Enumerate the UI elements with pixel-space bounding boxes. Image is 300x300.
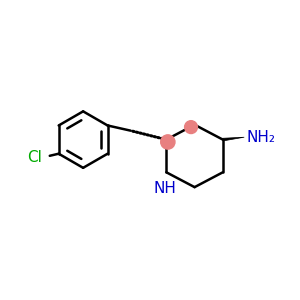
Circle shape [161, 135, 175, 149]
Circle shape [184, 121, 197, 134]
Text: NH: NH [153, 181, 176, 196]
Text: NH₂: NH₂ [247, 130, 276, 145]
Polygon shape [223, 137, 244, 141]
Text: Cl: Cl [27, 150, 42, 165]
